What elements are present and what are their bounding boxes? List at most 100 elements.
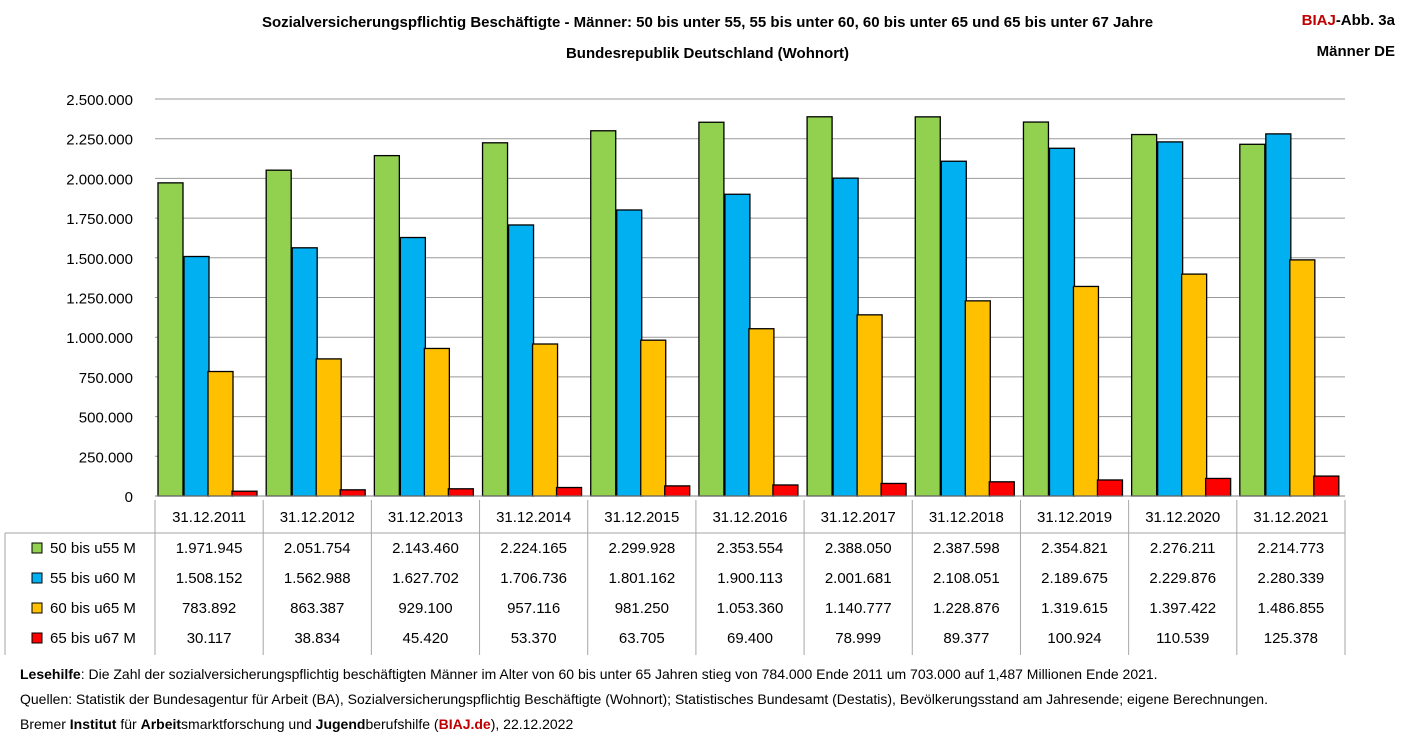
figure-badge: BIAJ-Abb. 3a (1302, 12, 1395, 29)
data-label: 63.705 (619, 630, 665, 647)
bar-65-bis-u67-m (231, 490, 258, 497)
data-label: 89.377 (943, 630, 989, 647)
legend-label: 65 bis u67 M (50, 630, 136, 647)
data-label: 2.224.165 (500, 540, 567, 557)
bar-50-bis-u55-m (698, 121, 725, 497)
bar-55-bis-u60-m (291, 247, 318, 497)
bar-55-bis-u60-m (183, 255, 210, 497)
y-tick-label: 2.250.000 (66, 132, 133, 149)
y-tick-label: 1.750.000 (66, 211, 133, 228)
data-label: 1.900.113 (717, 570, 783, 587)
bar-65-bis-u67-m (772, 484, 799, 497)
legend-swatch (31, 572, 43, 584)
data-label: 783.892 (182, 600, 236, 617)
brand-label: BIAJ (1301, 12, 1336, 29)
data-label: 1.319.615 (1041, 600, 1108, 617)
bar-50-bis-u55-m (481, 142, 509, 497)
data-label: 1.801.162 (608, 570, 675, 587)
data-label: 38.834 (294, 630, 340, 647)
y-tick-label: 1.250.000 (66, 291, 133, 308)
data-label: 2.387.598 (933, 540, 1000, 557)
bar-55-bis-u60-m (1048, 147, 1076, 497)
data-label: 78.999 (835, 630, 881, 647)
data-label: 981.250 (615, 600, 669, 617)
chart-subtitle: Bundesrepublik Deutschland (Wohnort) (565, 45, 850, 62)
data-label: 957.116 (507, 600, 560, 617)
bar-60-bis-u65-m (1289, 259, 1316, 497)
data-label: 100.924 (1047, 630, 1101, 647)
bar-55-bis-u60-m (832, 177, 859, 497)
figure-number: -Abb. 3a (1335, 12, 1395, 29)
legend-label: 60 bis u65 M (50, 600, 136, 617)
data-label: 2.001.681 (825, 570, 892, 587)
bar-55-bis-u60-m (616, 209, 643, 497)
bar-60-bis-u65-m (964, 300, 991, 497)
x-tick-label: 31.12.2021 (1253, 509, 1328, 526)
bar-50-bis-u55-m (1022, 121, 1050, 497)
y-tick-label: 2.000.000 (66, 171, 133, 188)
bar-55-bis-u60-m (399, 236, 427, 497)
legend-swatch (31, 542, 43, 554)
bar-60-bis-u65-m (315, 358, 342, 497)
institute-credit: Bremer Institut für Arbeitsmarktforschun… (20, 716, 574, 732)
data-label: 1.562.988 (284, 570, 351, 587)
bar-65-bis-u67-m (880, 482, 907, 497)
data-label: 2.388.050 (825, 540, 892, 557)
data-label: 1.486.855 (1258, 600, 1325, 617)
data-label: 2.353.554 (717, 540, 784, 557)
x-tick-label: 31.12.2011 (172, 509, 246, 526)
data-label: 1.508.152 (176, 570, 243, 587)
bar-50-bis-u55-m (590, 130, 617, 497)
bar-50-bis-u55-m (265, 169, 292, 497)
legend-swatch (31, 632, 43, 644)
bar-60-bis-u65-m (748, 328, 775, 497)
bar-50-bis-u55-m (1130, 133, 1158, 497)
data-label: 2.354.821 (1041, 540, 1108, 557)
data-label: 2.108.051 (933, 570, 1000, 587)
x-tick-label: 31.12.2018 (929, 509, 1004, 526)
bar-55-bis-u60-m (1156, 141, 1184, 497)
reading-help-text: : Die Zahl der sozialversicherungspflich… (80, 666, 1158, 682)
data-label: 2.276.211 (1150, 540, 1216, 557)
website-link[interactable]: BIAJ.de (438, 716, 491, 732)
data-label: 863.387 (290, 600, 344, 617)
y-tick-label: 750.000 (79, 370, 133, 387)
data-label: 1.706.736 (500, 570, 567, 587)
data-label: 2.299.928 (608, 540, 675, 557)
bar-55-bis-u60-m (507, 224, 535, 497)
bar-50-bis-u55-m (914, 116, 941, 497)
data-label: 2.229.876 (1149, 570, 1216, 587)
legend-label: 55 bis u60 M (50, 570, 136, 587)
y-tick-label: 0 (125, 489, 133, 506)
x-tick-label: 31.12.2019 (1037, 509, 1112, 526)
data-label: 1.053.360 (717, 600, 784, 617)
data-label: 929.100 (398, 600, 452, 617)
data-label: 45.420 (403, 630, 449, 647)
bar-65-bis-u67-m (447, 488, 475, 497)
data-label: 53.370 (511, 630, 557, 647)
reading-help: Lesehilfe: Die Zahl der sozialversicheru… (20, 666, 1158, 682)
data-label: 1.971.945 (176, 540, 243, 557)
bar-60-bis-u65-m (1072, 285, 1100, 497)
reading-help-label: Lesehilfe (20, 666, 81, 682)
bar-60-bis-u65-m (423, 347, 451, 497)
bar-65-bis-u67-m (555, 486, 583, 497)
x-tick-label: 31.12.2017 (821, 509, 896, 526)
chart-title: Sozialversicherungspflichtig Beschäftigt… (261, 14, 1154, 31)
bar-50-bis-u55-m (157, 182, 184, 497)
data-label: 2.143.460 (392, 540, 459, 557)
bar-50-bis-u55-m (373, 154, 401, 497)
data-label: 1.228.876 (933, 600, 1000, 617)
bar-55-bis-u60-m (724, 193, 751, 497)
y-tick-label: 500.000 (79, 410, 133, 427)
x-tick-label: 31.12.2020 (1145, 509, 1220, 526)
data-label: 2.051.754 (284, 540, 351, 557)
data-label: 30.117 (187, 630, 232, 647)
x-tick-label: 31.12.2015 (604, 509, 679, 526)
y-tick-label: 250.000 (79, 449, 133, 466)
bar-60-bis-u65-m (531, 343, 559, 497)
legend-swatch (31, 602, 43, 614)
data-label: 125.378 (1264, 630, 1318, 647)
bar-65-bis-u67-m (1204, 477, 1232, 497)
x-tick-label: 31.12.2016 (712, 509, 787, 526)
